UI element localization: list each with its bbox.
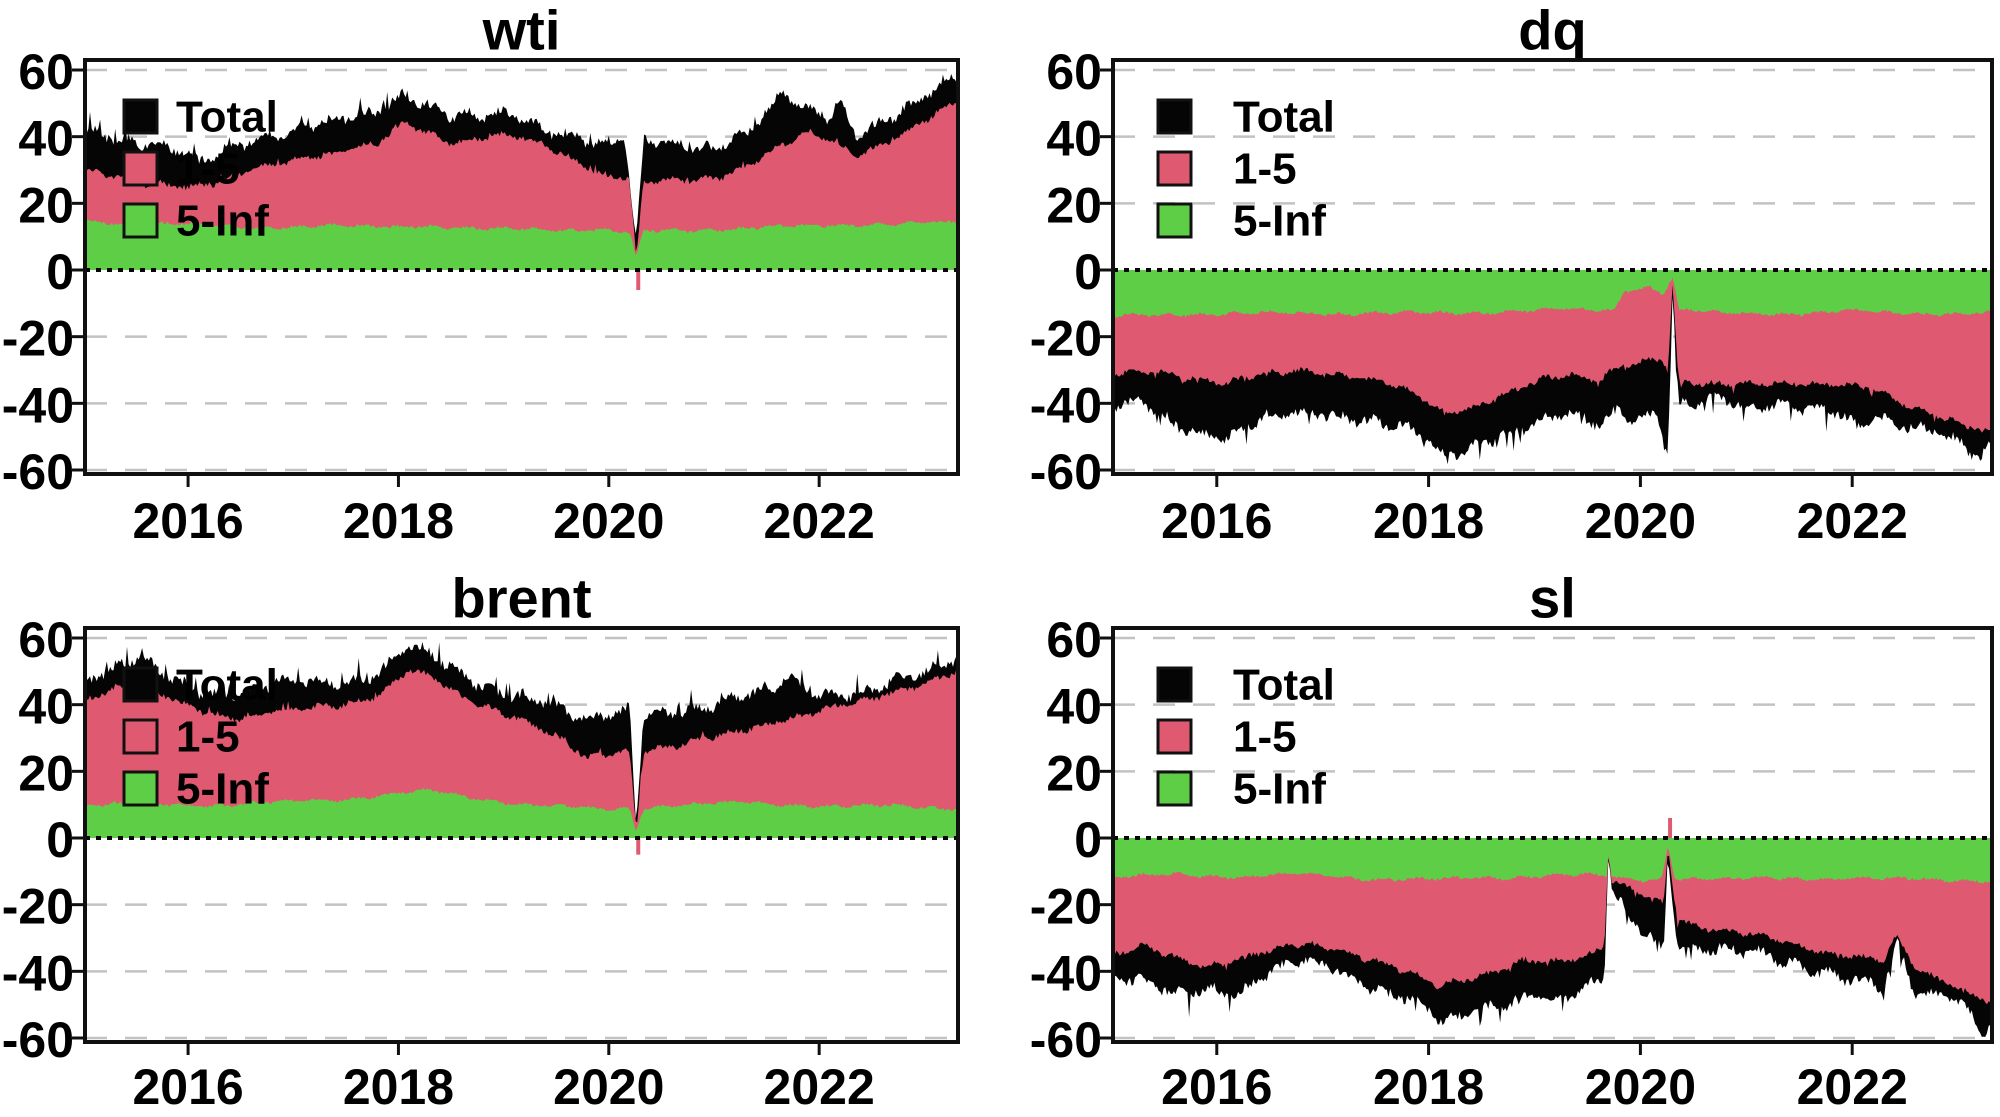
- area-series-5-Inf: [85, 788, 958, 838]
- y-tick-label: 40: [18, 679, 74, 735]
- area-series-1-5: [1113, 838, 1992, 1005]
- x-tick-label: 2022: [1797, 1059, 1908, 1115]
- x-tick-label: 2022: [764, 493, 875, 549]
- x-tick-label: 2018: [343, 493, 454, 549]
- plot-border: [1111, 58, 1994, 476]
- legend-swatch-Total: [122, 98, 159, 135]
- y-tick-label: -40: [1030, 377, 1102, 433]
- y-tick-label: -60: [1030, 1012, 1102, 1068]
- x-tick-label: 2022: [1797, 493, 1908, 549]
- legend-swatch-Total: [1156, 98, 1193, 135]
- y-tick-label: 20: [1046, 177, 1102, 233]
- y-tick-label: 60: [1046, 612, 1102, 668]
- x-tick-label: 2018: [1373, 1059, 1484, 1115]
- y-tick-label: 40: [1046, 111, 1102, 167]
- y-tick-label: -20: [2, 879, 74, 935]
- legend-label-5-Inf: 5-Inf: [176, 197, 269, 246]
- legend-swatch-1-5: [1156, 150, 1193, 187]
- y-tick-label: 40: [18, 111, 74, 167]
- legend-label-5-Inf: 5-Inf: [1233, 197, 1326, 246]
- y-tick-label: 60: [18, 612, 74, 668]
- y-tick-label: -40: [1030, 945, 1102, 1001]
- x-tick-label: 2018: [343, 1059, 454, 1115]
- x-tick-label: 2020: [553, 493, 664, 549]
- x-tick-label: 2020: [1585, 1059, 1696, 1115]
- legend-swatch-5-Inf: [122, 202, 159, 239]
- y-tick-label: 60: [1046, 44, 1102, 100]
- x-tick-label: 2018: [1373, 493, 1484, 549]
- legend-swatch-5-Inf: [1156, 202, 1193, 239]
- y-tick-label: -20: [1030, 879, 1102, 935]
- legend-label-5-Inf: 5-Inf: [1233, 765, 1326, 814]
- area-series-5-Inf: [1113, 270, 1992, 318]
- y-tick-label: 20: [1046, 745, 1102, 801]
- legend-label-1-5: 1-5: [176, 713, 240, 762]
- y-tick-label: -60: [2, 1012, 74, 1068]
- legend-label-1-5: 1-5: [1233, 713, 1297, 762]
- y-tick-label: -40: [2, 377, 74, 433]
- y-tick-label: 0: [46, 244, 74, 300]
- legend-label-Total: Total: [176, 661, 278, 710]
- area-series-5-Inf: [1113, 838, 1992, 884]
- legend-swatch-1-5: [1156, 718, 1193, 755]
- x-tick-label: 2016: [132, 493, 243, 549]
- y-tick-label: 20: [18, 177, 74, 233]
- legend-label-Total: Total: [1233, 661, 1335, 710]
- legend-swatch-Total: [122, 666, 159, 703]
- y-tick-label: 20: [18, 745, 74, 801]
- y-tick-label: -20: [1030, 311, 1102, 367]
- legend-swatch-5-Inf: [1156, 770, 1193, 807]
- y-tick-label: 60: [18, 44, 74, 100]
- y-tick-label: 0: [1074, 244, 1102, 300]
- x-tick-label: 2020: [553, 1059, 664, 1115]
- y-tick-label: -20: [2, 311, 74, 367]
- y-tick-label: -60: [2, 444, 74, 500]
- plot-border: [83, 626, 960, 1044]
- legend-label-1-5: 1-5: [1233, 145, 1297, 194]
- legend-label-Total: Total: [176, 93, 278, 142]
- y-tick-label: 0: [46, 812, 74, 868]
- legend-label-1-5: 1-5: [176, 145, 240, 194]
- plot-border: [1111, 626, 1994, 1044]
- area-series-1-5: [85, 665, 958, 838]
- plot-border: [83, 58, 960, 476]
- legend-swatch-Total: [1156, 666, 1193, 703]
- x-tick-label: 2016: [132, 1059, 243, 1115]
- legend-label-5-Inf: 5-Inf: [176, 765, 269, 814]
- y-tick-label: -40: [2, 945, 74, 1001]
- y-tick-label: 40: [1046, 679, 1102, 735]
- panel-title: sl: [1529, 567, 1576, 630]
- panel-title: wti: [482, 0, 561, 62]
- panel-title: dq: [1518, 0, 1586, 62]
- y-tick-label: 0: [1074, 812, 1102, 868]
- legend-swatch-1-5: [122, 150, 159, 187]
- panel-title: brent: [452, 567, 592, 630]
- x-tick-label: 2016: [1161, 1059, 1272, 1115]
- x-tick-label: 2020: [1585, 493, 1696, 549]
- y-tick-label: -60: [1030, 444, 1102, 500]
- legend-swatch-5-Inf: [122, 770, 159, 807]
- area-series-5-Inf: [85, 218, 958, 270]
- legend-label-Total: Total: [1233, 93, 1335, 142]
- x-tick-label: 2016: [1161, 493, 1272, 549]
- x-tick-label: 2022: [764, 1059, 875, 1115]
- legend-swatch-1-5: [122, 718, 159, 755]
